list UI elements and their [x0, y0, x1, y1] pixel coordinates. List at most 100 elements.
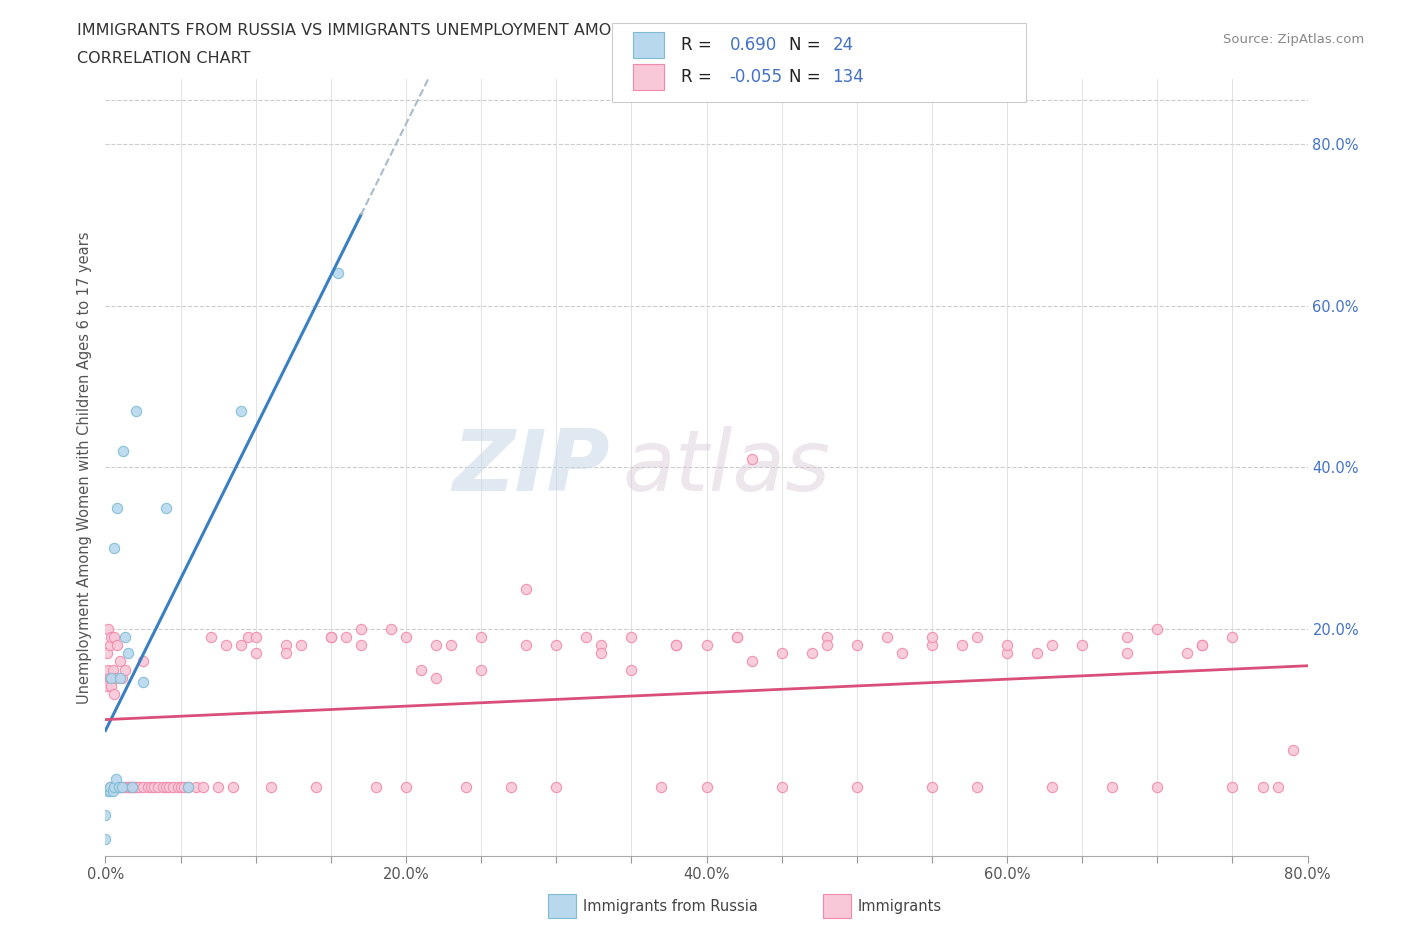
Point	[117, 779, 139, 794]
Point	[876, 630, 898, 644]
Text: ZIP: ZIP	[453, 426, 610, 509]
Point	[591, 638, 613, 653]
Text: IMMIGRANTS FROM RUSSIA VS IMMIGRANTS UNEMPLOYMENT AMONG WOMEN WITH CHILDREN AGES: IMMIGRANTS FROM RUSSIA VS IMMIGRANTS UNE…	[77, 23, 1015, 38]
Point	[101, 783, 124, 798]
Point	[921, 630, 943, 644]
Point	[107, 638, 129, 653]
Point	[108, 779, 131, 794]
Point	[107, 500, 129, 515]
Point	[124, 404, 146, 418]
Point	[132, 654, 155, 669]
Point	[425, 638, 447, 653]
Point	[966, 630, 988, 644]
Point	[155, 500, 177, 515]
Point	[845, 779, 868, 794]
Point	[665, 638, 688, 653]
Point	[166, 779, 188, 794]
Point	[155, 779, 177, 794]
Point	[98, 779, 121, 794]
Point	[950, 638, 973, 653]
Point	[139, 779, 162, 794]
Point	[238, 630, 260, 644]
Point	[890, 646, 912, 661]
Point	[696, 638, 718, 653]
Point	[222, 779, 245, 794]
Point	[111, 779, 134, 794]
Text: Immigrants from Russia: Immigrants from Russia	[583, 899, 758, 914]
Point	[328, 266, 350, 281]
Point	[200, 630, 222, 644]
Point	[1191, 638, 1213, 653]
Point	[470, 630, 492, 644]
Text: R =: R =	[681, 68, 717, 86]
Point	[995, 638, 1018, 653]
Point	[157, 779, 180, 794]
Point	[110, 779, 132, 794]
Point	[1040, 779, 1063, 794]
Point	[245, 630, 267, 644]
Point	[100, 678, 122, 693]
Point	[96, 678, 118, 693]
Point	[101, 779, 124, 794]
Point	[815, 638, 838, 653]
Point	[98, 783, 121, 798]
Y-axis label: Unemployment Among Women with Children Ages 6 to 17 years: Unemployment Among Women with Children A…	[77, 231, 93, 704]
Point	[770, 779, 793, 794]
Point	[515, 638, 537, 653]
Point	[97, 662, 120, 677]
Point	[97, 783, 120, 798]
Point	[966, 779, 988, 794]
Point	[110, 671, 132, 685]
Point	[94, 832, 117, 847]
Point	[845, 638, 868, 653]
Point	[100, 671, 122, 685]
Point	[350, 621, 373, 636]
Point	[800, 646, 823, 661]
Point	[104, 771, 127, 786]
Point	[132, 779, 155, 794]
Point	[1116, 630, 1139, 644]
Point	[620, 630, 643, 644]
Point	[111, 671, 134, 685]
Point	[380, 621, 402, 636]
Point	[112, 444, 135, 458]
Point	[815, 630, 838, 644]
Point	[214, 638, 236, 653]
Point	[107, 779, 129, 794]
Point	[546, 638, 568, 653]
Point	[1116, 646, 1139, 661]
Point	[103, 630, 125, 644]
Point	[136, 779, 159, 794]
Point	[103, 686, 125, 701]
Point	[121, 779, 143, 794]
Point	[501, 779, 523, 794]
Point	[921, 638, 943, 653]
Point	[229, 404, 252, 418]
Text: 24: 24	[832, 35, 853, 54]
Point	[184, 779, 207, 794]
Point	[94, 808, 117, 823]
Point	[425, 671, 447, 685]
Point	[335, 630, 357, 644]
Text: CORRELATION CHART: CORRELATION CHART	[77, 51, 250, 66]
Point	[921, 779, 943, 794]
Point	[177, 779, 200, 794]
Point	[1071, 638, 1094, 653]
Text: 134: 134	[832, 68, 865, 86]
Point	[103, 540, 125, 555]
Point	[456, 779, 478, 794]
Point	[169, 779, 191, 794]
Point	[112, 779, 135, 794]
Point	[395, 630, 418, 644]
Point	[94, 671, 117, 685]
Point	[191, 779, 214, 794]
Text: N =: N =	[789, 68, 825, 86]
Point	[115, 779, 138, 794]
Point	[104, 671, 127, 685]
Point	[696, 779, 718, 794]
Point	[591, 646, 613, 661]
Point	[620, 662, 643, 677]
Point	[1267, 779, 1289, 794]
Point	[121, 779, 143, 794]
Text: -0.055: -0.055	[730, 68, 783, 86]
